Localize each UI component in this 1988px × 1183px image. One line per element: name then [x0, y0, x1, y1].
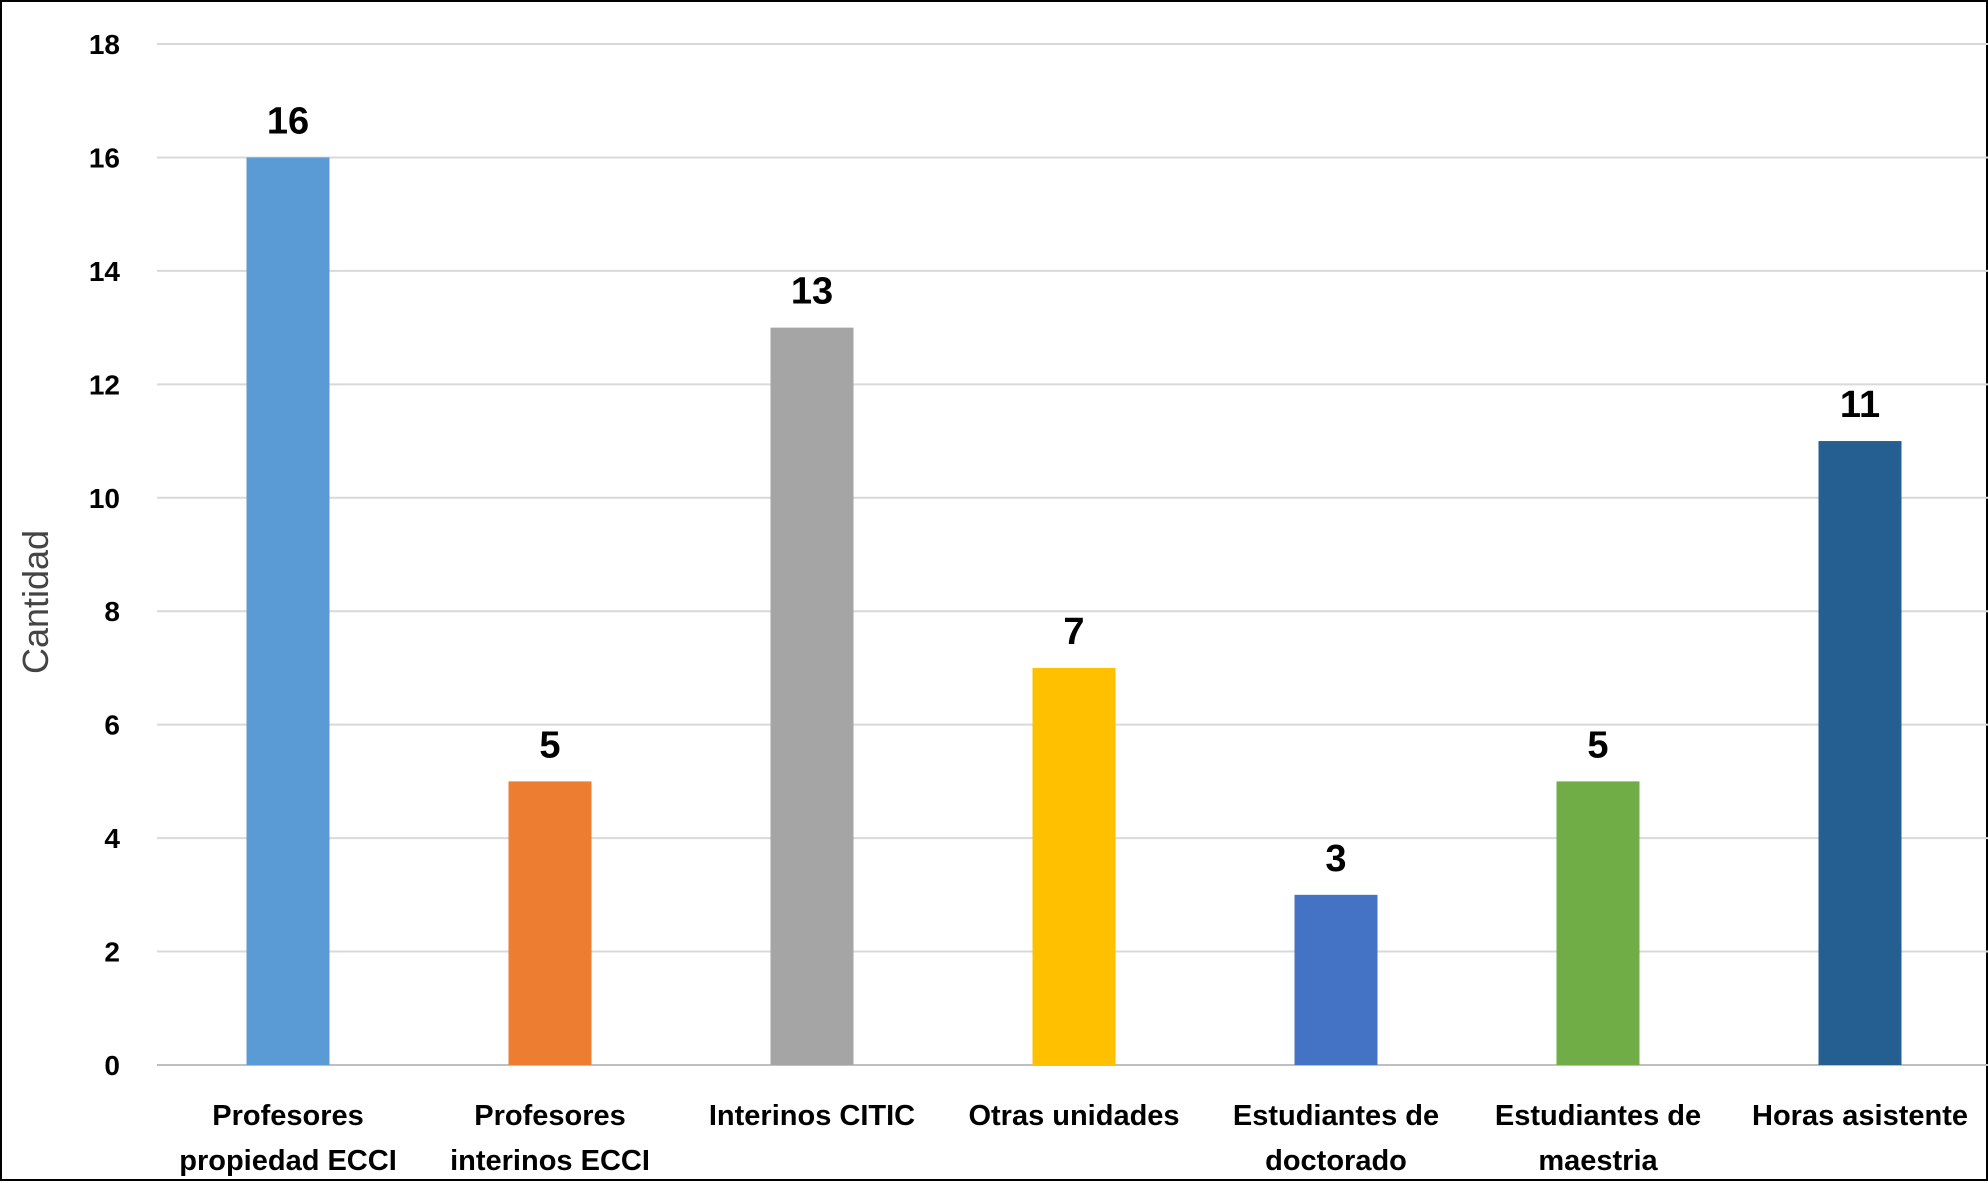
data-labels: 16 5 13 7 3 5 11 — [267, 100, 1880, 879]
y-tick-label: 12 — [89, 369, 120, 400]
bar — [1556, 781, 1640, 1065]
category-label: doctorado — [1265, 1145, 1407, 1177]
category-label: propiedad ECCI — [179, 1145, 397, 1177]
category-label: Otras unidades — [968, 1100, 1179, 1132]
category-label: Estudiantes de — [1233, 1100, 1439, 1132]
bar — [246, 157, 330, 1065]
y-tick-label: 16 — [89, 142, 120, 173]
category-label: Profesores — [474, 1100, 626, 1132]
gridlines — [157, 43, 1988, 1066]
y-tick-label: 14 — [89, 256, 121, 287]
category-label: maestria — [1538, 1145, 1658, 1177]
bar — [1818, 441, 1902, 1065]
y-tick-label: 6 — [104, 710, 120, 741]
y-tick-label: 4 — [104, 823, 120, 854]
category-label: Interinos CITIC — [709, 1100, 915, 1132]
bar — [508, 781, 592, 1065]
bar — [1032, 667, 1116, 1065]
category-label: Estudiantes de — [1495, 1100, 1701, 1132]
y-tick-label: 8 — [104, 596, 120, 627]
data-label: 16 — [267, 100, 309, 142]
data-label: 3 — [1325, 838, 1346, 880]
x-axis-categories: Profesores propiedad ECCI Profesores interi… — [179, 1100, 1968, 1177]
y-tick-label: 10 — [89, 483, 120, 514]
y-tick-label: 0 — [104, 1050, 120, 1081]
y-tick-label: 18 — [89, 29, 120, 60]
y-tick-label: 2 — [104, 937, 120, 968]
category-label: Profesores — [212, 1100, 364, 1132]
bar — [1294, 894, 1378, 1065]
y-axis-ticks: 0 2 4 6 8 10 12 14 16 18 — [89, 29, 121, 1081]
bars — [246, 157, 1902, 1066]
data-label: 5 — [539, 724, 560, 766]
y-axis-title: Cantidad — [15, 530, 56, 674]
data-label: 13 — [791, 271, 833, 313]
data-label: 11 — [1840, 384, 1880, 426]
category-label: interinos ECCI — [450, 1145, 650, 1177]
category-label: Horas asistente — [1752, 1100, 1968, 1132]
data-label: 7 — [1063, 611, 1084, 653]
bar — [770, 327, 854, 1066]
data-label: 5 — [1587, 724, 1608, 766]
